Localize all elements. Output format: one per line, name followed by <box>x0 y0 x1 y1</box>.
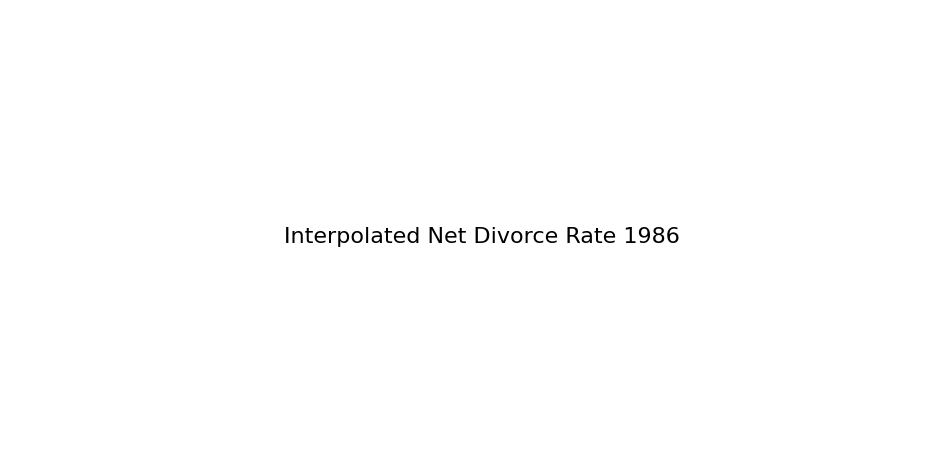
Text: Interpolated Net Divorce Rate 1986: Interpolated Net Divorce Rate 1986 <box>284 227 680 247</box>
